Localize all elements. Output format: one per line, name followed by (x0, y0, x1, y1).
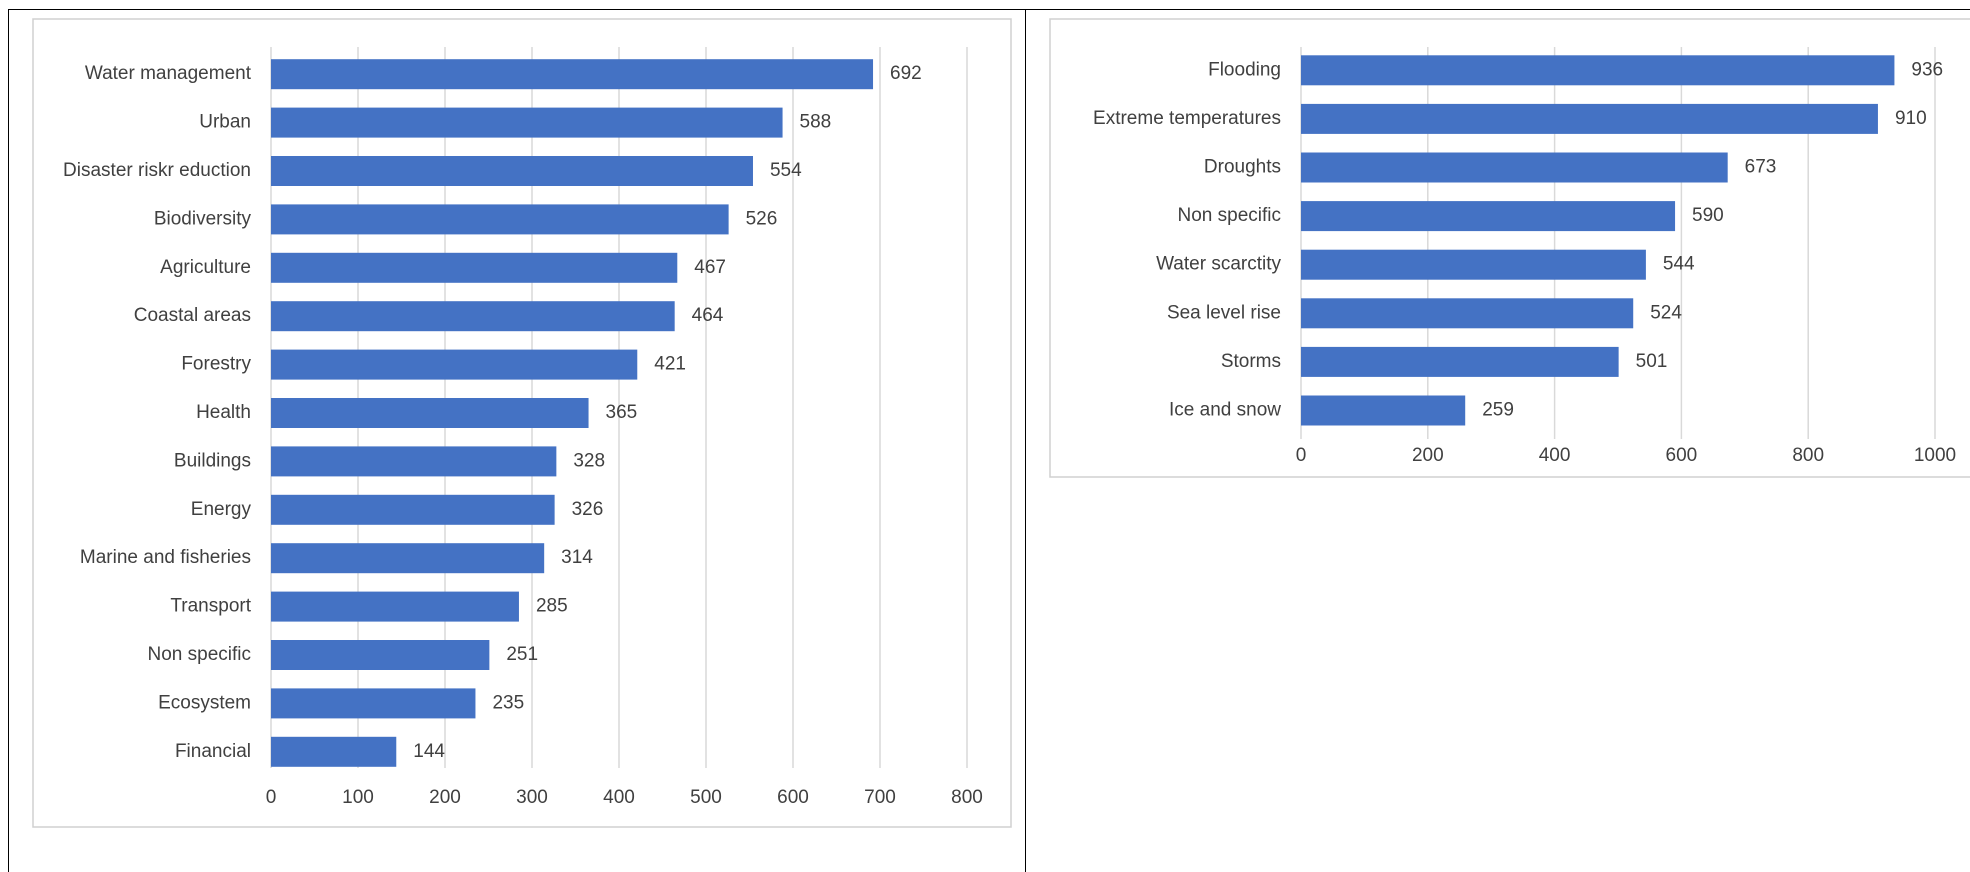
bar (271, 446, 557, 477)
category-label: Flooding (1208, 59, 1281, 80)
category-label: Financial (175, 741, 251, 762)
climate-hazard-chart: 0 200 400 600 800 1000 Flooding 936 Extreme temp… (1049, 18, 1970, 478)
x-tick-label: 1000 (1914, 445, 1956, 466)
bar (1301, 55, 1895, 86)
category-label: Urban (199, 112, 251, 133)
data-label: 467 (694, 257, 726, 278)
category-label: Non specific (148, 644, 252, 665)
category-label: Health (196, 402, 251, 423)
chart-area-border (1049, 18, 1970, 478)
x-tick-label: 700 (864, 787, 896, 808)
bar (1301, 103, 1878, 134)
x-tick-label: 300 (516, 787, 548, 808)
bar (271, 640, 490, 670)
data-label: 259 (1482, 400, 1514, 421)
category-label: Disaster riskr eduction (63, 160, 251, 181)
data-label: 936 (1911, 59, 1943, 80)
data-label: 144 (413, 741, 445, 762)
category-label: Non specific (1178, 205, 1282, 226)
bar (271, 688, 476, 719)
data-label: 285 (536, 596, 568, 617)
bar (1301, 249, 1646, 280)
data-label: 692 (890, 63, 922, 84)
data-label: 501 (1636, 351, 1668, 372)
bar (271, 59, 874, 90)
category-label: Agriculture (160, 257, 251, 278)
bar (271, 494, 555, 525)
bar (1301, 201, 1676, 232)
bar (271, 398, 589, 428)
data-label: 588 (800, 112, 832, 133)
x-tick-label: 600 (1666, 445, 1698, 466)
x-tick-label: 0 (266, 787, 277, 808)
bar (271, 252, 678, 283)
bar (271, 349, 638, 380)
category-label: Extreme temperatures (1093, 108, 1281, 129)
data-label: 464 (692, 305, 724, 326)
bar (1301, 346, 1619, 377)
data-label: 365 (606, 402, 638, 423)
bar (271, 107, 783, 138)
x-tick-label: 200 (1412, 445, 1444, 466)
data-label: 314 (561, 547, 593, 568)
x-tick-label: 0 (1296, 445, 1307, 466)
data-label: 251 (506, 644, 538, 665)
data-label: 590 (1692, 205, 1724, 226)
category-label: Coastal areas (134, 305, 251, 326)
x-tick-label: 800 (951, 787, 983, 808)
x-tick-label: 200 (429, 787, 461, 808)
x-tick-label: 500 (690, 787, 722, 808)
bar (1301, 298, 1634, 329)
category-label: Sea level rise (1167, 302, 1281, 323)
bar (271, 591, 519, 622)
x-tick-label: 800 (1792, 445, 1824, 466)
data-label: 526 (746, 208, 778, 229)
category-label: Biodiversity (154, 208, 252, 229)
data-label: 673 (1745, 157, 1777, 178)
bar (1301, 152, 1728, 183)
category-label: Ice and snow (1169, 400, 1281, 421)
bar (271, 301, 675, 332)
category-label: Ecosystem (158, 692, 251, 713)
data-label: 910 (1895, 108, 1927, 129)
bar (271, 204, 729, 235)
bar (271, 736, 397, 767)
bar (1301, 395, 1466, 426)
bar (271, 156, 753, 186)
data-label: 554 (770, 160, 802, 181)
bar (271, 543, 545, 574)
data-label: 235 (492, 692, 524, 713)
data-label: 328 (573, 450, 605, 471)
category-label: Water management (85, 63, 252, 84)
category-label: Buildings (174, 450, 251, 471)
data-label: 544 (1663, 254, 1695, 275)
adaptation-sector-chart: 0 100 200 300 400 500 600 700 800 Water managemen… (32, 18, 1012, 828)
category-label: Forestry (181, 354, 251, 375)
category-label: Energy (191, 499, 252, 520)
x-tick-label: 100 (342, 787, 374, 808)
data-label: 524 (1650, 302, 1682, 323)
category-label: Storms (1221, 351, 1281, 372)
category-label: Droughts (1204, 157, 1281, 178)
category-label: Marine and fisheries (80, 547, 251, 568)
x-tick-label: 400 (1539, 445, 1571, 466)
data-label: 421 (654, 354, 686, 375)
category-label: Transport (170, 596, 251, 617)
x-tick-label: 600 (777, 787, 809, 808)
x-tick-label: 400 (603, 787, 635, 808)
left-panel-frame (8, 9, 1026, 872)
data-label: 326 (572, 499, 604, 520)
category-label: Water scarctity (1156, 254, 1281, 275)
